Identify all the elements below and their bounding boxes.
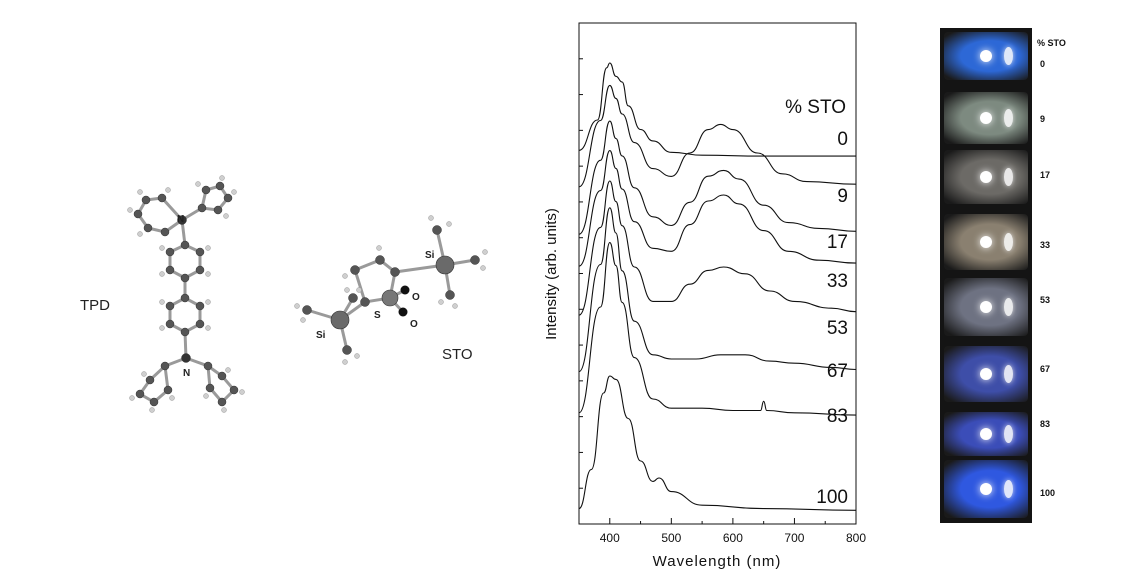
pl-spectra-chart: 400 500 600 700 800 0 9 17 33 53 67 83 100 % STO Wa… (543, 22, 866, 570)
series-label-100: 100 (816, 487, 848, 508)
emission-spot (980, 483, 992, 495)
x-tick-label: 800 (846, 531, 866, 545)
series-label-0: 0 (837, 129, 848, 150)
spectrum-line-83 (578, 242, 857, 416)
sto-oxygen-top-label: O (412, 292, 420, 303)
emission-spot (1004, 425, 1013, 443)
y-axis-label: Intensity (arb. units) (543, 208, 560, 340)
series-label-53: 53 (827, 318, 848, 339)
tpd-label: TPD (80, 297, 110, 314)
emission-spot (1004, 298, 1013, 316)
sto-molecule (294, 215, 488, 365)
device-photo-strip (940, 28, 1032, 523)
spectrum-line-0 (578, 62, 856, 157)
legend-title: % STO (785, 97, 846, 118)
photo-panel-17 (944, 150, 1028, 204)
spectrum-line-67 (578, 207, 857, 373)
sto-oxygen-bottom-label: O (410, 319, 418, 330)
photo-label-33: 33 (1040, 240, 1051, 250)
photo-label-53: 53 (1040, 295, 1051, 305)
photo-panel-33 (944, 214, 1028, 270)
emission-spot (1004, 168, 1013, 186)
photo-panel-0 (944, 32, 1028, 80)
sto-silicon-left-label: Si (316, 330, 326, 341)
emission-spot (1004, 480, 1013, 498)
x-tick-label: 600 (723, 531, 743, 545)
emission-spot (1004, 233, 1013, 251)
photo-label-0: 0 (1040, 59, 1046, 69)
photo-label-67: 67 (1040, 364, 1051, 374)
series-labels: 0 9 17 33 53 67 83 100 (816, 129, 848, 508)
series-label-67: 67 (827, 361, 848, 382)
photo-panel-83 (944, 412, 1028, 456)
photo-panel-53 (944, 278, 1028, 336)
emission-spot (980, 171, 992, 183)
photo-label-100: 100 (1040, 488, 1056, 498)
photo-panel-9 (944, 92, 1028, 144)
spectrum-line-33 (578, 150, 857, 267)
emission-spot (1004, 47, 1013, 65)
photo-panel-67 (944, 346, 1028, 402)
emission-spot (980, 50, 992, 62)
spectrum-line-17 (578, 120, 857, 235)
series-label-9: 9 (837, 186, 848, 207)
emission-spot (1004, 109, 1013, 127)
emission-spot (980, 236, 992, 248)
spectrum-line-100 (578, 375, 857, 511)
spectrum-line-9 (578, 84, 857, 188)
emission-spot (980, 428, 992, 440)
emission-spot (980, 301, 992, 313)
spectra-curves (578, 62, 857, 511)
photo-label-9: 9 (1040, 114, 1046, 124)
emission-spot (980, 368, 992, 380)
y-minor-ticks (579, 58, 583, 489)
spectrum-line-53 (578, 180, 857, 316)
x-ticks: 400 500 600 700 800 (578, 518, 866, 545)
series-label-17: 17 (827, 232, 848, 253)
emission-spot (980, 112, 992, 124)
series-label-83: 83 (827, 406, 848, 427)
series-label-33: 33 (827, 271, 848, 292)
photo-label-83: 83 (1040, 419, 1051, 429)
sto-sulfur-label: S (374, 310, 381, 321)
x-axis-label: Wavelength (nm) (653, 553, 782, 570)
tpd-molecule (127, 175, 245, 413)
photo-strip-header: % STO (1037, 38, 1066, 48)
sto-label: STO (442, 346, 473, 363)
photo-label-17: 17 (1040, 170, 1051, 180)
emission-spot (1004, 365, 1013, 383)
sto-silicon-right-label: Si (425, 250, 435, 261)
photo-panel-100 (944, 460, 1028, 518)
tpd-nitrogen-bottom-label: N (183, 368, 191, 379)
x-tick-label: 700 (784, 531, 804, 545)
x-tick-label: 400 (600, 531, 620, 545)
tpd-nitrogen-top-label: N (177, 214, 185, 225)
x-tick-label: 500 (661, 531, 681, 545)
